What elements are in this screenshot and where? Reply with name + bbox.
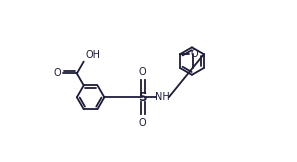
Text: NH: NH xyxy=(155,92,170,102)
Text: S: S xyxy=(138,91,147,104)
Text: O: O xyxy=(138,118,146,128)
Text: O: O xyxy=(138,67,146,77)
Text: OH: OH xyxy=(85,50,100,60)
Text: O: O xyxy=(53,69,61,78)
Text: O: O xyxy=(190,49,198,59)
